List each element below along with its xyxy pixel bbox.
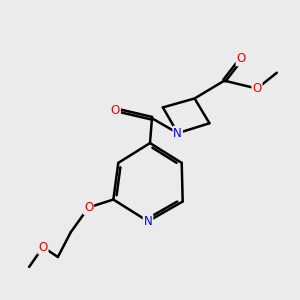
Text: O: O: [252, 82, 262, 95]
Text: O: O: [84, 201, 93, 214]
Text: O: O: [236, 52, 246, 65]
Text: O: O: [38, 241, 48, 254]
Text: N: N: [173, 127, 182, 140]
Text: O: O: [111, 104, 120, 117]
Text: N: N: [144, 215, 152, 228]
